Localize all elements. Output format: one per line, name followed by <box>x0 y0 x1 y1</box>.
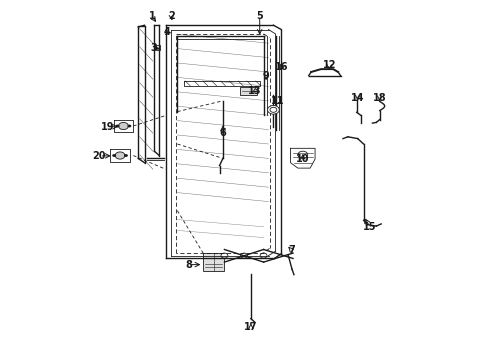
Bar <box>240 87 257 95</box>
Text: 15: 15 <box>363 222 377 232</box>
Text: 4: 4 <box>163 27 170 37</box>
Text: 13: 13 <box>248 86 262 96</box>
Text: 18: 18 <box>373 93 387 103</box>
Text: 12: 12 <box>322 60 336 70</box>
Circle shape <box>260 253 267 258</box>
Text: 9: 9 <box>263 71 270 81</box>
Text: 19: 19 <box>101 122 115 132</box>
Circle shape <box>119 122 128 130</box>
Text: 20: 20 <box>93 151 106 161</box>
Text: 11: 11 <box>271 96 285 106</box>
Text: 10: 10 <box>296 154 310 164</box>
Bar <box>156 45 160 50</box>
Text: 17: 17 <box>244 322 258 332</box>
Circle shape <box>124 154 128 157</box>
Text: 6: 6 <box>220 128 226 138</box>
Bar <box>203 253 224 271</box>
Circle shape <box>115 152 125 159</box>
Circle shape <box>116 125 120 127</box>
Text: 7: 7 <box>288 245 295 255</box>
Circle shape <box>241 253 247 258</box>
Text: 16: 16 <box>275 62 289 72</box>
Text: 1: 1 <box>148 11 155 21</box>
Circle shape <box>268 105 279 114</box>
Text: 8: 8 <box>185 260 192 270</box>
Text: 3: 3 <box>150 42 157 53</box>
Text: 5: 5 <box>256 11 263 21</box>
Text: 2: 2 <box>168 11 175 21</box>
Text: 14: 14 <box>351 93 365 103</box>
Circle shape <box>127 125 131 127</box>
Circle shape <box>221 253 228 258</box>
Circle shape <box>112 154 116 157</box>
